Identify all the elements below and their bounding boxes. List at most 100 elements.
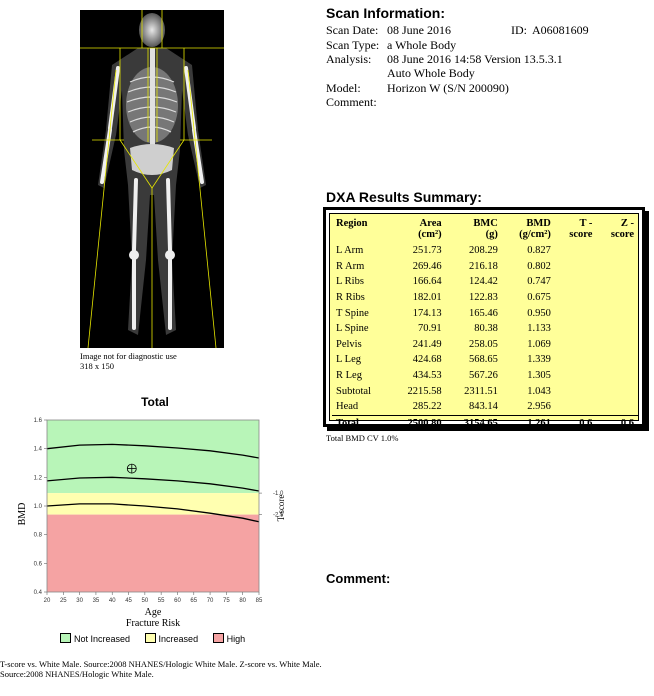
cell-bmc: 568.65 bbox=[468, 354, 498, 366]
legend-item-increased: Increased bbox=[144, 633, 198, 644]
cell-z bbox=[596, 337, 638, 353]
cell-area: 182.01 bbox=[412, 292, 442, 304]
cell-area: 434.53 bbox=[412, 370, 442, 382]
t-score-label: -2.5 bbox=[273, 513, 284, 519]
cell-area: 166.64 bbox=[412, 276, 442, 288]
cell-region: L Spine bbox=[336, 323, 369, 335]
scan-date-value: 08 June 2016 bbox=[387, 23, 451, 37]
cell-t bbox=[555, 274, 597, 290]
cell-area: 2215.58 bbox=[407, 385, 442, 397]
comment-heading: Comment: bbox=[326, 571, 391, 586]
x-tick-label: 75 bbox=[223, 598, 230, 604]
cell-bmc: 165.46 bbox=[468, 307, 498, 319]
cell-bmd: 1.261 bbox=[501, 414, 555, 432]
cell-region: Head bbox=[336, 401, 359, 413]
cell-region: R Arm bbox=[336, 260, 365, 272]
cell-region: R Leg bbox=[336, 370, 362, 382]
y-tick-label: 1.0 bbox=[34, 504, 43, 510]
table-row: Subtotal 2215.58 2311.51 1.043 bbox=[332, 383, 638, 399]
cell-z bbox=[596, 274, 638, 290]
cell-area: 424.68 bbox=[412, 354, 442, 366]
header-z-score: Z - score bbox=[610, 218, 634, 240]
table-row: Head 285.22 843.14 2.956 bbox=[332, 399, 638, 415]
x-tick-label: 40 bbox=[109, 598, 116, 604]
cell-bmd: 1.043 bbox=[527, 385, 551, 397]
cell-z bbox=[596, 352, 638, 368]
cell-bmd: 0.802 bbox=[527, 260, 551, 272]
cell-z bbox=[596, 305, 638, 321]
cell-bmd: 0.827 bbox=[527, 245, 551, 257]
skeleton-scan-icon bbox=[80, 10, 224, 348]
x-tick-label: 65 bbox=[190, 598, 197, 604]
cell-bmc: 80.38 bbox=[474, 323, 498, 335]
x-tick-label: 50 bbox=[142, 598, 149, 604]
x-tick-label: 35 bbox=[93, 598, 100, 604]
cell-area: 251.73 bbox=[412, 245, 442, 257]
legend-swatch bbox=[212, 633, 224, 643]
cell-z: 0.6 bbox=[596, 414, 638, 432]
scan-type-value: a Whole Body bbox=[387, 38, 457, 52]
cell-bmd: 2.956 bbox=[527, 401, 551, 413]
legend-swatch bbox=[144, 633, 156, 643]
fracture-risk-chart: 20 25 30 35 40 45 50 55 60 65 70 75 80 85 0.4 0.6 0.8 1.0… bbox=[17, 418, 286, 629]
table-row: L Spine 70.91 80.38 1.133 bbox=[332, 321, 638, 337]
t-score-label: -1.0 bbox=[273, 491, 284, 497]
cell-t: 0.6 bbox=[554, 414, 597, 432]
dxa-results-box: Region Area (cm²) BMC (g) BMD (g/cm²) T - sc… bbox=[323, 207, 645, 432]
table-row: Total 2500.80 3154.65 1.261 0.6 0.6 bbox=[332, 414, 638, 432]
table-row: L Arm 251.73 208.29 0.827 bbox=[332, 243, 638, 259]
reference-curve bbox=[46, 476, 260, 492]
reference-curve bbox=[46, 503, 260, 523]
y-tick-label: 0.6 bbox=[34, 561, 43, 567]
cell-region: L Ribs bbox=[336, 276, 364, 288]
analysis-line-2: Auto Whole Body bbox=[387, 66, 475, 80]
table-row: R Ribs 182.01 122.83 0.675 bbox=[332, 290, 638, 306]
cell-bmc: 216.18 bbox=[468, 260, 498, 272]
image-dimensions: 318 x 150 bbox=[80, 361, 114, 371]
cell-z bbox=[596, 243, 638, 259]
image-disclaimer: Image not for diagnostic use bbox=[80, 351, 177, 361]
cell-t bbox=[555, 290, 597, 306]
table-row: Pelvis 241.49 258.05 1.069 bbox=[332, 337, 638, 353]
model-value: Horizon W (S/N 200090) bbox=[387, 81, 509, 95]
dxa-heading: DXA Results Summary: bbox=[326, 189, 482, 205]
header-bmd: BMD (g/cm²) bbox=[519, 218, 551, 240]
table-row: L Ribs 166.64 124.42 0.747 bbox=[332, 274, 638, 290]
cell-t bbox=[555, 259, 597, 275]
cell-t bbox=[555, 337, 597, 353]
id-value: A06081609 bbox=[532, 23, 589, 37]
cell-region: Subtotal bbox=[336, 385, 372, 397]
cell-region: R Ribs bbox=[336, 292, 365, 304]
cell-t bbox=[555, 352, 597, 368]
cell-bmd: 1.133 bbox=[527, 323, 551, 335]
cell-bmc: 3154.65 bbox=[445, 414, 502, 432]
id-label: ID: bbox=[511, 23, 527, 37]
legend-item-not-increased: Not Increased bbox=[60, 633, 130, 644]
cell-t bbox=[555, 368, 597, 384]
legend: Not Increased Increased High bbox=[60, 633, 245, 644]
model-label: Model: bbox=[326, 81, 361, 95]
cell-bmd: 0.747 bbox=[527, 276, 551, 288]
cell-bmc: 258.05 bbox=[468, 338, 498, 350]
analysis-line-1: 08 June 2016 14:58 Version 13.5.3.1 bbox=[387, 52, 563, 66]
reference-curve bbox=[46, 443, 260, 459]
cell-bmc: 2311.51 bbox=[464, 385, 498, 397]
x-tick-label: 45 bbox=[125, 598, 132, 604]
table-row: L Leg 424.68 568.65 1.339 bbox=[332, 352, 638, 368]
header-area: Area (cm²) bbox=[418, 218, 442, 240]
comment-label: Comment: bbox=[326, 95, 377, 109]
bmd-cv-note: Total BMD CV 1.0% bbox=[326, 433, 399, 443]
cell-region: L Arm bbox=[336, 245, 364, 257]
cell-z bbox=[596, 368, 638, 384]
x-tick-label: 20 bbox=[44, 598, 51, 604]
scan-type-label: Scan Type: bbox=[326, 38, 380, 52]
cell-bmd: 0.950 bbox=[527, 307, 551, 319]
table-row: R Arm 269.46 216.18 0.802 bbox=[332, 259, 638, 275]
x-axis-label: Age bbox=[145, 607, 162, 618]
cell-bmc: 122.83 bbox=[468, 292, 498, 304]
cell-bmc: 124.42 bbox=[468, 276, 498, 288]
x-tick-label: 85 bbox=[256, 598, 263, 604]
header-bmc: BMC (g) bbox=[473, 218, 498, 240]
cell-area: 2500.80 bbox=[389, 414, 446, 432]
x-tick-label: 60 bbox=[174, 598, 181, 604]
